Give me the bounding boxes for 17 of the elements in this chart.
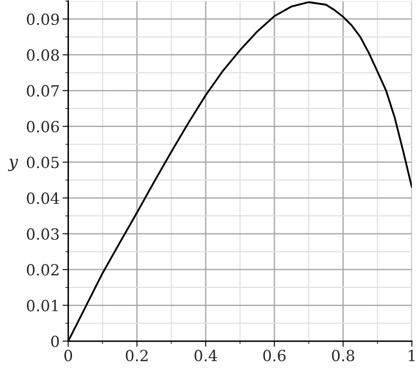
y-tick-label: 0.03: [26, 228, 59, 240]
y-tick-label: 0.02: [26, 264, 58, 276]
x-tick-label: 1: [408, 350, 415, 362]
y-axis-title: y: [8, 158, 18, 172]
y-tick-label: 0.01: [26, 300, 58, 312]
y-tick-label: 0.06: [26, 120, 59, 132]
y-tick-label: 0.07: [26, 85, 59, 97]
y-tick-label: 0.04: [26, 192, 60, 204]
x-tick-label: 0.6: [263, 350, 286, 362]
y-tick-label: 0: [51, 336, 59, 348]
x-tick-label: 0.2: [126, 350, 148, 362]
y-tick-label: 0.08: [26, 49, 59, 61]
y-tick-label: 0.09: [26, 13, 59, 26]
x-tick-label: 0.4: [194, 350, 218, 362]
y-tick-label: 0.05: [26, 156, 59, 168]
x-tick-label: 0.8: [332, 350, 354, 362]
x-tick-label: 0: [64, 350, 72, 362]
